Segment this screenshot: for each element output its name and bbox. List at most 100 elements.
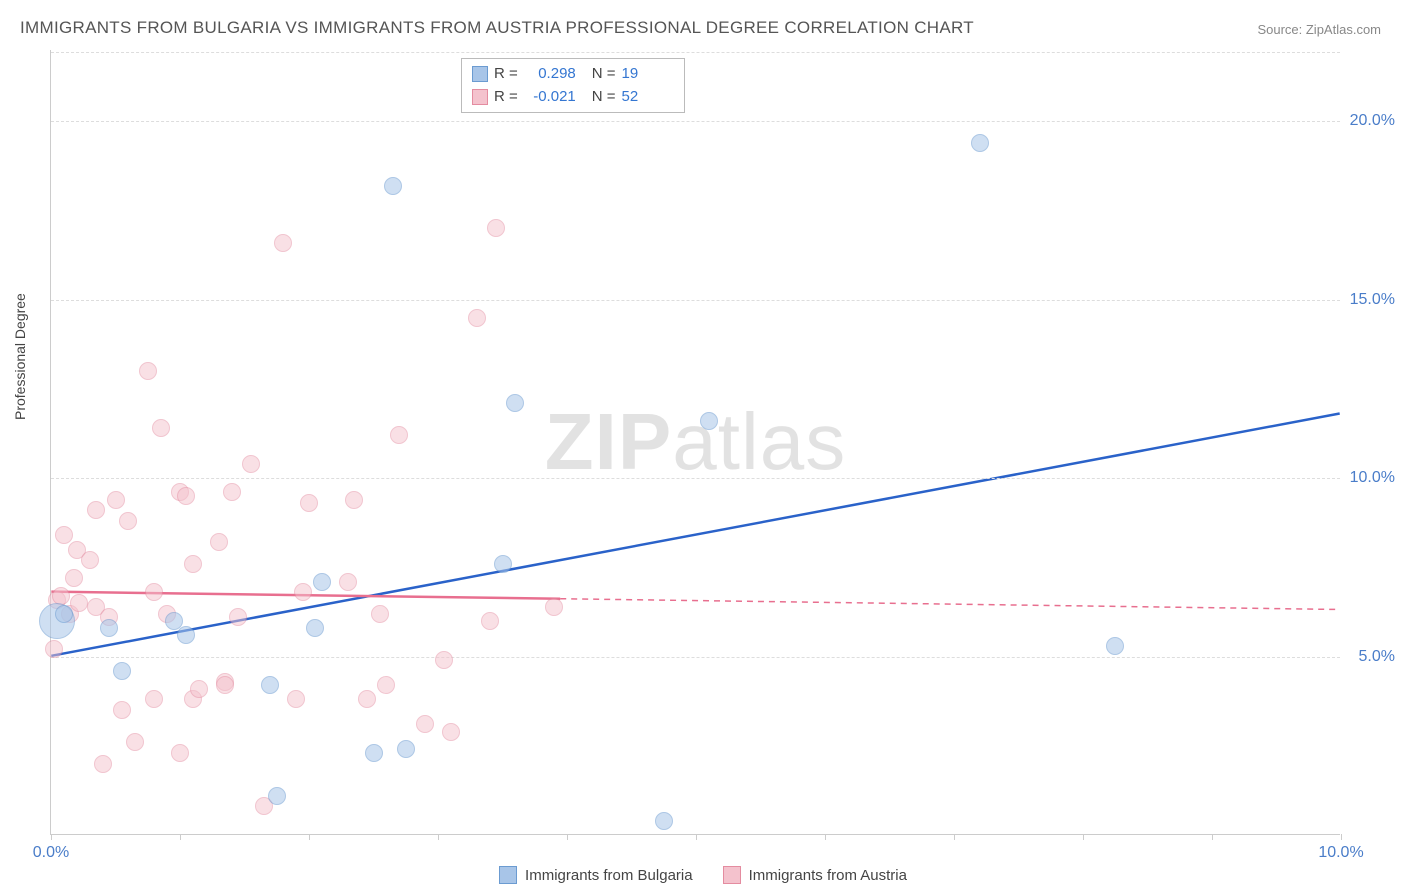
scatter-point <box>1106 637 1124 655</box>
scatter-point <box>107 491 125 509</box>
scatter-point <box>55 605 73 623</box>
scatter-point <box>371 605 389 623</box>
scatter-point <box>145 690 163 708</box>
gridline-h <box>51 478 1340 479</box>
x-tick <box>954 834 955 840</box>
scatter-point <box>223 483 241 501</box>
legend-swatch <box>472 66 488 82</box>
x-tick <box>825 834 826 840</box>
scatter-point <box>274 234 292 252</box>
scatter-point <box>94 755 112 773</box>
watermark-light: atlas <box>672 397 846 486</box>
scatter-point <box>171 744 189 762</box>
scatter-point <box>365 744 383 762</box>
scatter-point <box>306 619 324 637</box>
scatter-point <box>700 412 718 430</box>
x-tick <box>1341 834 1342 840</box>
scatter-point <box>113 701 131 719</box>
scatter-point <box>190 680 208 698</box>
scatter-point <box>177 487 195 505</box>
legend-item: Immigrants from Bulgaria <box>499 866 693 884</box>
y-tick-label: 10.0% <box>1350 469 1395 487</box>
stats-r-value: -0.021 <box>524 86 576 109</box>
watermark: ZIPatlas <box>545 396 846 488</box>
scatter-point <box>81 551 99 569</box>
scatter-point <box>442 723 460 741</box>
stats-r-value: 0.298 <box>524 63 576 86</box>
scatter-point <box>268 787 286 805</box>
gridline-h <box>51 52 1340 53</box>
trendline-dashed <box>560 599 1339 610</box>
scatter-point <box>177 626 195 644</box>
scatter-point <box>242 455 260 473</box>
scatter-point <box>494 555 512 573</box>
x-tick <box>1083 834 1084 840</box>
stats-row: R = -0.021 N = 52 <box>472 86 674 109</box>
x-tick-label: 0.0% <box>33 844 69 862</box>
scatter-point <box>300 494 318 512</box>
scatter-point <box>229 608 247 626</box>
stats-n-label: N = <box>592 86 616 109</box>
scatter-point <box>468 309 486 327</box>
scatter-point <box>45 640 63 658</box>
scatter-point <box>313 573 331 591</box>
y-tick-label: 5.0% <box>1359 648 1395 666</box>
scatter-point <box>487 219 505 237</box>
watermark-bold: ZIP <box>545 397 672 486</box>
scatter-point <box>113 662 131 680</box>
stats-r-label: R = <box>494 63 518 86</box>
scatter-point <box>345 491 363 509</box>
chart-title: IMMIGRANTS FROM BULGARIA VS IMMIGRANTS F… <box>20 18 974 38</box>
x-tick <box>1212 834 1213 840</box>
x-tick <box>567 834 568 840</box>
scatter-point <box>435 651 453 669</box>
stats-legend-box: R =0.298N =19R =-0.021N =52 <box>461 58 685 113</box>
scatter-point <box>119 512 137 530</box>
scatter-point <box>139 362 157 380</box>
bottom-legend: Immigrants from Bulgaria Immigrants from … <box>0 866 1406 884</box>
scatter-point <box>145 583 163 601</box>
scatter-point <box>152 419 170 437</box>
scatter-point <box>481 612 499 630</box>
y-axis-label: Professional Degree <box>12 293 28 420</box>
x-tick <box>51 834 52 840</box>
y-tick-label: 15.0% <box>1350 291 1395 309</box>
scatter-point <box>210 533 228 551</box>
scatter-point <box>506 394 524 412</box>
x-tick <box>438 834 439 840</box>
scatter-point <box>971 134 989 152</box>
legend-item: Immigrants from Austria <box>723 866 907 884</box>
legend-swatch <box>499 866 517 884</box>
stats-n-label: N = <box>592 63 616 86</box>
scatter-point <box>416 715 434 733</box>
scatter-point <box>294 583 312 601</box>
scatter-point <box>339 573 357 591</box>
stats-row: R =0.298N =19 <box>472 63 674 86</box>
stats-r-label: R = <box>494 86 518 109</box>
gridline-h <box>51 121 1340 122</box>
x-tick <box>696 834 697 840</box>
gridline-h <box>51 657 1340 658</box>
legend-swatch <box>472 89 488 105</box>
scatter-point <box>70 594 88 612</box>
trend-lines-svg <box>51 50 1340 834</box>
scatter-point <box>655 812 673 830</box>
scatter-point <box>390 426 408 444</box>
y-tick-label: 20.0% <box>1350 112 1395 130</box>
scatter-point <box>384 177 402 195</box>
source-attribution: Source: ZipAtlas.com <box>1257 22 1381 37</box>
legend-label: Immigrants from Bulgaria <box>525 867 693 884</box>
scatter-point <box>87 501 105 519</box>
chart-container: IMMIGRANTS FROM BULGARIA VS IMMIGRANTS F… <box>0 0 1406 892</box>
gridline-h <box>51 300 1340 301</box>
stats-n-value: 52 <box>622 86 674 109</box>
scatter-point <box>184 555 202 573</box>
x-tick <box>309 834 310 840</box>
scatter-point <box>216 676 234 694</box>
x-tick <box>180 834 181 840</box>
scatter-point <box>100 619 118 637</box>
legend-label: Immigrants from Austria <box>749 867 907 884</box>
x-tick-label: 10.0% <box>1318 844 1363 862</box>
scatter-point <box>545 598 563 616</box>
legend-swatch <box>723 866 741 884</box>
